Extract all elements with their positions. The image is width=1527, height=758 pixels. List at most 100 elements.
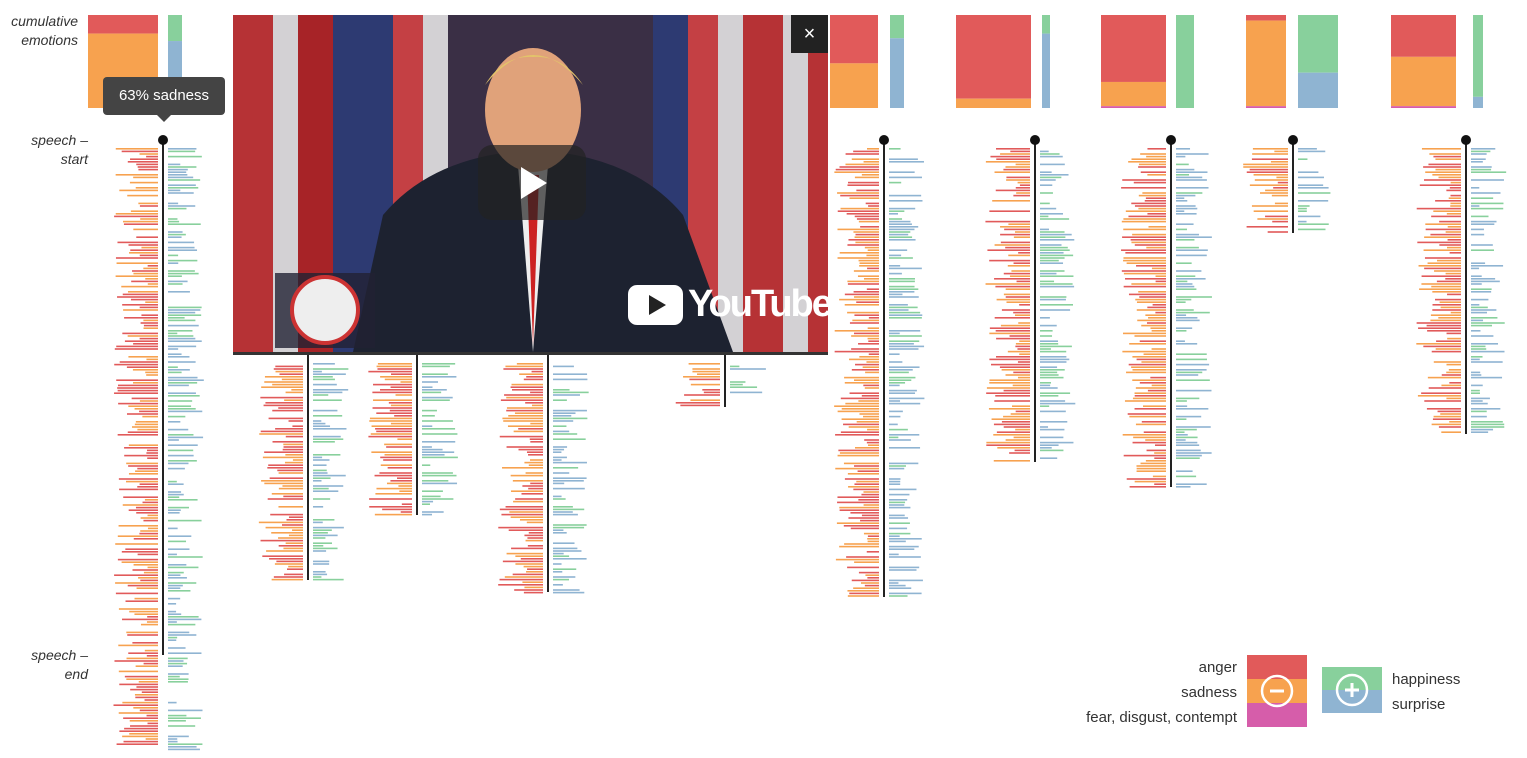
emotion-strip: [313, 428, 347, 430]
emotion-strip: [1131, 202, 1166, 205]
emotion-strip: [839, 166, 879, 168]
emotion-strip: [1040, 441, 1074, 444]
emotion-strip: [1040, 426, 1049, 428]
emotion-strip: [139, 410, 158, 413]
emotion-strip: [168, 428, 189, 431]
emotion-strip: [1176, 436, 1198, 439]
emotion-strip: [525, 402, 543, 404]
emotion-strip: [1471, 358, 1480, 361]
emotion-strip: [168, 527, 178, 530]
emotion-strip: [1040, 275, 1074, 277]
emotion-strip: [528, 487, 543, 490]
emotion-strip: [168, 340, 202, 342]
emotion-strip: [839, 452, 879, 454]
emotion-strip: [275, 365, 303, 368]
emotion-strip: [1431, 285, 1461, 288]
emotion-strip: [889, 311, 921, 314]
emotion-strip: [1146, 246, 1166, 249]
emotion-strip: [168, 192, 194, 194]
emotion-strip: [1122, 350, 1166, 353]
emotion-strip: [889, 285, 915, 288]
emotion-strip: [313, 472, 328, 474]
emotion-strip: [1040, 296, 1067, 298]
emotion-strip: [145, 278, 158, 280]
emotion-strip: [1134, 480, 1166, 483]
emotion-strip: [313, 547, 338, 550]
emotion-strip: [837, 410, 879, 413]
emotion-strip: [168, 597, 181, 600]
close-button[interactable]: ×: [791, 15, 828, 53]
emotion-strip: [380, 456, 412, 459]
emotion-strip: [168, 566, 199, 569]
emotion-strip: [889, 428, 908, 431]
emotion-strip: [168, 369, 190, 371]
emotion-strip: [1176, 371, 1203, 374]
emotion-strip: [422, 433, 458, 435]
emotion-strip: [1121, 220, 1166, 223]
emotion-strip: [260, 396, 303, 399]
emotion-strip: [168, 319, 196, 322]
emotion-strip: [145, 738, 158, 740]
emotion-strip: [1471, 348, 1487, 350]
emotion-strip: [143, 267, 158, 270]
emotion-strip: [1131, 241, 1166, 244]
emotion-strip: [1448, 197, 1461, 199]
emotion-strip: [1421, 392, 1461, 394]
emotion-strip: [313, 571, 326, 573]
emotion-strip: [854, 296, 879, 298]
emotion-strip: [1003, 293, 1030, 296]
emotion-strip: [522, 581, 543, 583]
emotion-strip: [144, 699, 158, 701]
emotion-strip: [1040, 218, 1070, 220]
emotion-strip: [1176, 309, 1194, 311]
emotion-strip: [116, 345, 158, 348]
emotion-strip: [168, 673, 189, 675]
emotion-strip: [117, 434, 158, 436]
emotion-strip: [1040, 348, 1051, 350]
emotion-strip: [1176, 353, 1207, 355]
emotion-strip: [168, 660, 184, 662]
emotion-strip: [1471, 158, 1486, 160]
emotion-strip: [145, 301, 158, 303]
emotion-strip: [422, 482, 458, 485]
emotion-strip: [500, 399, 543, 401]
emotion-strip: [422, 399, 450, 401]
emotion-strip: [553, 461, 587, 464]
emotion-strip: [1176, 148, 1191, 150]
emotion-strip: [271, 532, 303, 534]
emotion-strip: [128, 405, 158, 407]
emotion-strip: [1298, 158, 1308, 160]
emotion-strip: [515, 555, 543, 557]
emotion-strip: [168, 395, 200, 397]
cumulative-label: cumulative emotions: [11, 13, 78, 48]
emotion-strip: [1040, 447, 1052, 449]
emotion-strip: [553, 391, 589, 394]
emotion-strip: [115, 543, 158, 545]
emotion-strip: [1123, 228, 1166, 231]
emotion-strip: [1040, 436, 1064, 439]
emotion-strip: [1427, 376, 1461, 379]
emotion-strip: [168, 392, 196, 394]
emotion-strip: [1040, 257, 1065, 259]
emotion-strip: [422, 391, 442, 394]
emotion-strip: [126, 462, 158, 465]
emotion-strip: [1136, 465, 1166, 467]
emotion-strip: [1138, 163, 1166, 166]
emotion-strip: [1298, 176, 1324, 179]
emotion-strip: [1471, 228, 1484, 231]
emotion-strip: [1257, 218, 1288, 220]
emotion-strip: [1471, 356, 1483, 358]
emotion-strip: [1040, 376, 1064, 379]
emotion-strip: [168, 675, 180, 678]
emotion-strip: [553, 409, 587, 412]
emotion-strip: [1439, 220, 1461, 223]
emotion-strip: [850, 527, 879, 530]
emotion-strip: [129, 720, 158, 722]
video-player[interactable]: YouTube ×: [233, 15, 828, 355]
legend-label: fear, disgust, contempt: [1086, 709, 1237, 726]
emotion-strip: [1176, 207, 1198, 210]
emotion-strip: [369, 506, 412, 508]
emotion-strip: [268, 464, 303, 466]
emotion-strip: [1471, 410, 1487, 413]
emotion-strip: [136, 512, 158, 514]
